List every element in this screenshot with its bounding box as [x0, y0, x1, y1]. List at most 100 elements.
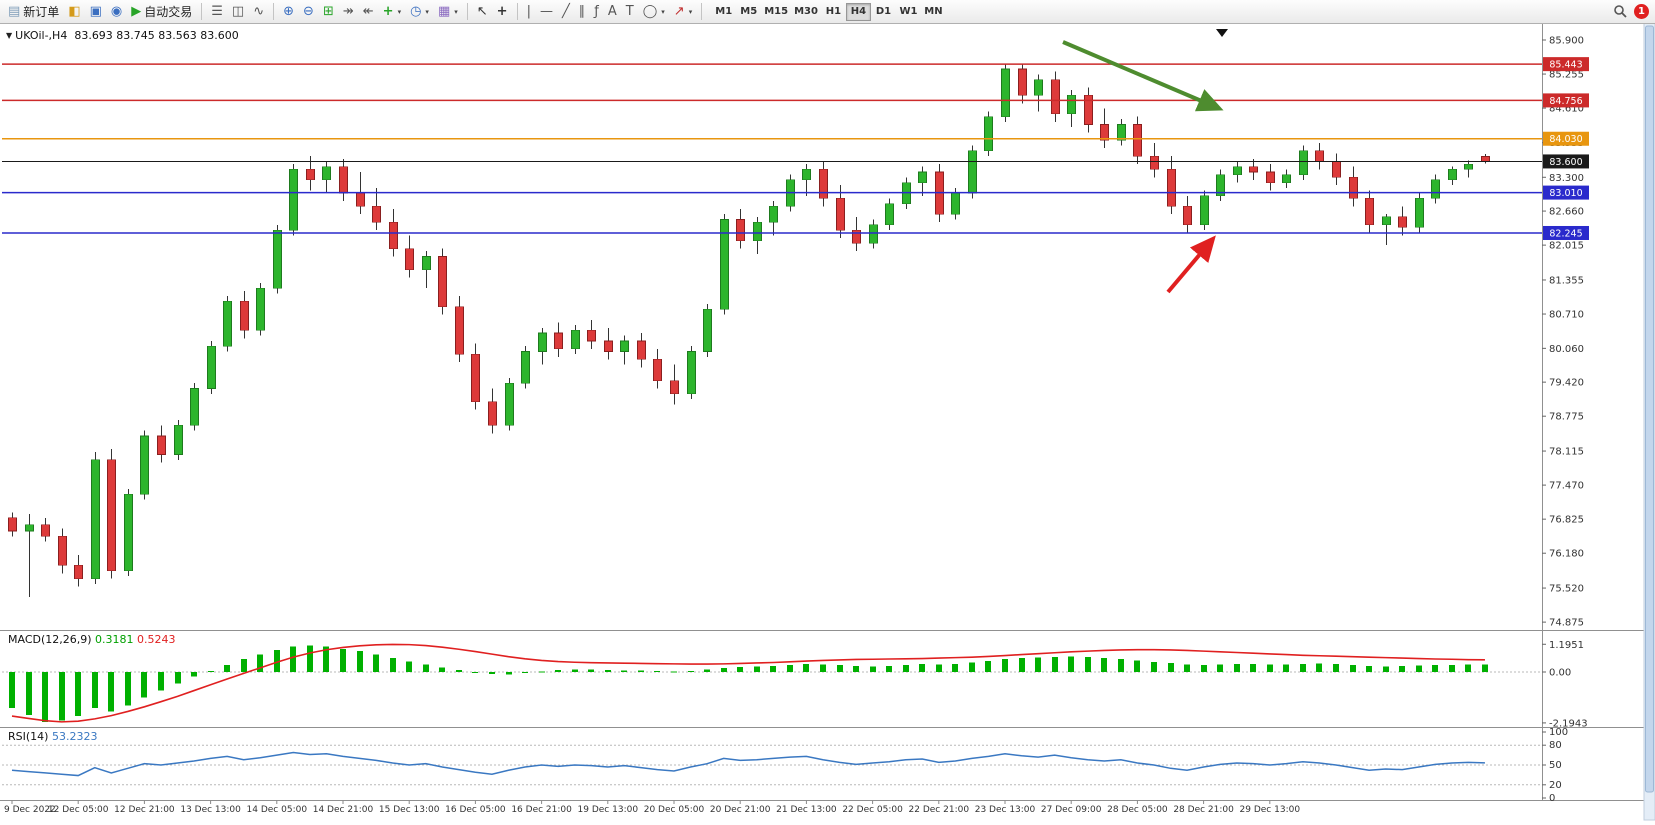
- bar-chart-mode-button[interactable]: ☰: [207, 2, 227, 22]
- svg-text:12 Dec 05:00: 12 Dec 05:00: [48, 805, 109, 815]
- candle-chart-mode-button[interactable]: ◫: [228, 2, 248, 22]
- svg-text:74.875: 74.875: [1549, 618, 1584, 629]
- svg-text:28 Dec 05:00: 28 Dec 05:00: [1107, 805, 1168, 815]
- green-trend-arrow[interactable]: [1062, 40, 1224, 112]
- panel-separators: [0, 23, 1655, 801]
- market-watch-icon: ▣: [89, 4, 102, 19]
- shapes-button[interactable]: ◯ ▾: [639, 2, 669, 22]
- caret-down-icon: ▾: [688, 7, 693, 16]
- svg-text:77.470: 77.470: [1549, 481, 1584, 492]
- macd-name: MACD(12,26,9): [8, 633, 92, 646]
- symbol-info[interactable]: ▼ UKOil-,H4 83.693 83.745 83.563 83.600: [6, 29, 239, 42]
- svg-text:20 Dec 21:00: 20 Dec 21:00: [710, 805, 771, 815]
- cursor-button[interactable]: ↖: [473, 2, 492, 22]
- timeframe-mn-button[interactable]: MN: [921, 3, 946, 21]
- timeframe-d1-button[interactable]: D1: [871, 3, 896, 21]
- vertical-scrollbar-thumb[interactable]: [1645, 25, 1654, 793]
- new-chart-icon: ◧: [68, 4, 81, 19]
- tile-windows-icon: ⊞: [322, 4, 334, 19]
- toolbar-separator: [516, 3, 518, 20]
- svg-text:1.1951: 1.1951: [1549, 640, 1584, 651]
- text-button[interactable]: A: [604, 2, 621, 22]
- timeframe-h4-button[interactable]: H4: [845, 2, 871, 21]
- line-chart-mode-button[interactable]: ∿: [249, 2, 268, 22]
- trendline-button[interactable]: ╱: [558, 2, 574, 22]
- shapes-icon: ◯: [642, 4, 658, 19]
- zoom-out-button[interactable]: ⊖: [299, 2, 318, 22]
- caret-down-icon: ▾: [454, 7, 458, 16]
- macd-main-value: 0.3181: [95, 633, 134, 646]
- macd-label: MACD(12,26,9) 0.3181 0.5243: [8, 633, 176, 646]
- svg-text:29 Dec 13:00: 29 Dec 13:00: [1240, 805, 1301, 815]
- svg-text:82.245: 82.245: [1549, 228, 1582, 239]
- svg-text:19 Dec 13:00: 19 Dec 13:00: [578, 805, 639, 815]
- price-badge-82.245: [1543, 225, 1589, 240]
- market-watch-button[interactable]: ▣: [86, 2, 106, 22]
- price-badge-85.443: [1543, 57, 1589, 72]
- svg-text:14 Dec 21:00: 14 Dec 21:00: [313, 805, 374, 815]
- crosshair-button[interactable]: +: [493, 2, 512, 22]
- navigator-button[interactable]: ◉: [107, 2, 126, 22]
- red-bounce-arrow[interactable]: [1166, 235, 1216, 294]
- equidistant-channel-button[interactable]: ∥: [575, 2, 590, 22]
- timeframe-m1-button[interactable]: M1: [711, 3, 736, 21]
- horizontal-level-lines[interactable]: [2, 63, 1542, 234]
- arrow-objects-button[interactable]: ↗ ▾: [670, 2, 696, 22]
- timeframe-w1-button[interactable]: W1: [896, 3, 921, 21]
- svg-text:83.010: 83.010: [1549, 188, 1582, 199]
- vertical-line-button[interactable]: |: [523, 2, 535, 22]
- scroll-to-end-marker-icon[interactable]: [1216, 29, 1228, 37]
- toolbar-separator: [273, 3, 275, 20]
- indicators-button[interactable]: + ▾: [379, 2, 405, 22]
- timeframe-m5-button[interactable]: M5: [736, 3, 761, 21]
- toolbar-separator: [466, 3, 468, 20]
- symbol-ohlc-text: UKOil-,H4 83.693 83.745 83.563 83.600: [15, 29, 239, 42]
- new-order-button[interactable]: ▤ 新订单: [4, 2, 63, 22]
- svg-text:22 Dec 21:00: 22 Dec 21:00: [909, 805, 970, 815]
- search-icon[interactable]: [1613, 4, 1628, 19]
- svg-text:82.660: 82.660: [1549, 207, 1584, 218]
- toolbar-separator: [701, 3, 703, 20]
- svg-text:80.060: 80.060: [1549, 344, 1584, 355]
- toolbar-right: 1: [1613, 4, 1651, 19]
- svg-text:100: 100: [1549, 727, 1568, 738]
- auto-scroll-button[interactable]: ↠: [339, 2, 358, 22]
- svg-text:85.900: 85.900: [1549, 36, 1584, 47]
- notification-badge[interactable]: 1: [1634, 4, 1649, 19]
- new-chart-button[interactable]: ◧: [64, 2, 84, 22]
- fibonacci-button[interactable]: ƒ: [590, 2, 603, 22]
- horizontal-line-button[interactable]: —: [536, 2, 557, 22]
- chart-shift-icon: ↞: [362, 4, 374, 19]
- cursor-icon: ↖: [476, 4, 488, 19]
- label-button[interactable]: T: [622, 2, 638, 22]
- periods-button[interactable]: ◷ ▾: [406, 2, 433, 22]
- autotrading-label: 自动交易: [144, 5, 193, 19]
- timeframe-m30-button[interactable]: M30: [791, 3, 821, 21]
- svg-text:50: 50: [1549, 760, 1562, 771]
- timeframe-buttons: M1 M5 M15 M30 H1 H4 D1 W1 MN: [711, 2, 946, 21]
- indicators-icon: +: [382, 4, 394, 19]
- price-badge-84.030: [1543, 131, 1589, 146]
- price-axis-badges: 85.443 84.756 84.030 83.600 83.010 82.245: [1543, 57, 1589, 240]
- collapse-triangle-icon[interactable]: ▼: [6, 31, 13, 40]
- templates-button[interactable]: ▦ ▾: [434, 2, 462, 22]
- tile-windows-button[interactable]: ⊞: [319, 2, 338, 22]
- svg-text:81.355: 81.355: [1549, 275, 1584, 286]
- svg-text:23 Dec 13:00: 23 Dec 13:00: [975, 805, 1036, 815]
- rsi-name: RSI(14): [8, 730, 49, 743]
- autotrading-button[interactable]: ▶ 自动交易: [127, 2, 196, 22]
- zoom-in-button[interactable]: ⊕: [279, 2, 298, 22]
- periods-icon: ◷: [410, 4, 422, 19]
- svg-text:85.443: 85.443: [1549, 60, 1582, 71]
- svg-text:79.420: 79.420: [1549, 378, 1584, 389]
- timeframe-m15-button[interactable]: M15: [761, 3, 791, 21]
- svg-text:12 Dec 21:00: 12 Dec 21:00: [114, 805, 175, 815]
- timeframe-h1-button[interactable]: H1: [821, 3, 846, 21]
- svg-text:80: 80: [1549, 740, 1562, 751]
- chart-shift-button[interactable]: ↞: [359, 2, 378, 22]
- toolbar-separator: [201, 3, 203, 20]
- svg-text:84.756: 84.756: [1549, 96, 1582, 107]
- arrow-objects-icon: ↗: [673, 4, 685, 19]
